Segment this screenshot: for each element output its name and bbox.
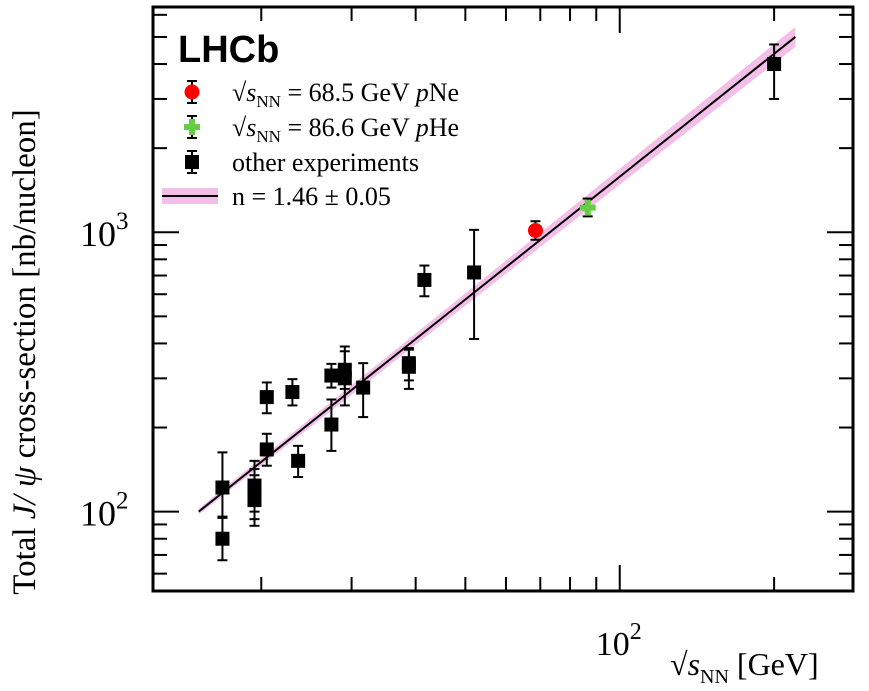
data-point [215, 480, 230, 495]
x-axis-sqrt: √ [670, 646, 688, 682]
data-point [356, 380, 371, 395]
legend-label: √sNN = 86.6 GeV pHe [232, 113, 459, 146]
x-axis-sub: NN [700, 666, 729, 688]
data-point [467, 265, 482, 280]
data-point [527, 222, 543, 238]
data-point [324, 368, 339, 383]
tick-labels: 102 102 103 [80, 208, 642, 663]
legend: √sNN = 68.5 GeV pNe√sNN = 86.6 GeV pHeot… [162, 78, 459, 211]
plot-frame [151, 5, 855, 593]
legend-label: n = 1.46 ± 0.05 [232, 182, 391, 211]
data-point [401, 356, 416, 371]
legend-marker [184, 84, 200, 100]
data-point [259, 442, 274, 457]
y-tick-label: 102 [80, 488, 129, 534]
y-axis-prefix: Total [7, 519, 43, 595]
data-markers [215, 57, 782, 546]
axis-ticks [153, 7, 853, 591]
x-axis-unit: [GeV] [737, 646, 819, 682]
data-point [767, 57, 782, 72]
data-point [579, 199, 596, 216]
fit-line-group [198, 36, 796, 513]
data-point [417, 272, 432, 287]
data-point [291, 453, 306, 468]
data-point [337, 362, 352, 377]
legend-label: other experiments [232, 148, 419, 177]
data-point [285, 385, 300, 400]
legend-marker [184, 119, 200, 135]
y-axis-jpsi: J/ ψ [7, 466, 43, 519]
experiment-label: LHCb [178, 29, 279, 71]
data-point [324, 417, 339, 432]
legend-label: √sNN = 68.5 GeV pNe [232, 78, 459, 111]
data-point [215, 531, 230, 546]
x-axis-var: s [688, 646, 700, 682]
x-tick-label: 102 [596, 619, 642, 663]
y-axis-suffix: cross-section [nb/nucleon] [7, 109, 43, 466]
x-axis-title: √sNN [GeV] [670, 646, 819, 688]
legend-marker [185, 155, 199, 169]
fit-line [198, 36, 796, 513]
y-tick-label: 103 [80, 208, 129, 254]
data-point [259, 390, 274, 405]
data-point [247, 478, 262, 493]
y-axis-title: Total J/ ψ cross-section [nb/nucleon] [7, 109, 43, 595]
